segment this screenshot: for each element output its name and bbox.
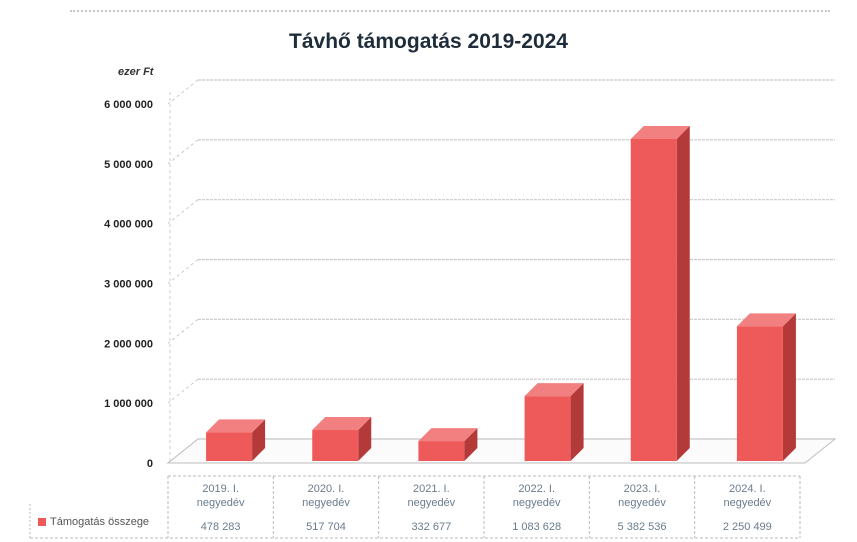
x-tick-label: negyedév	[197, 497, 245, 509]
bar-side	[782, 313, 796, 461]
side-gridline	[167, 318, 199, 344]
data-label: 2 250 499	[723, 521, 772, 533]
bar	[418, 441, 465, 461]
x-tick-label: 2022. I.	[518, 483, 555, 495]
x-tick-label: 2024. I.	[729, 483, 766, 495]
y-tick-label: 1 000 000	[104, 398, 153, 410]
side-gridline	[167, 139, 199, 165]
bar-top	[206, 419, 266, 433]
x-tick-label: negyedév	[407, 497, 455, 509]
chart-title: Távhő támogatás 2019-2024	[289, 30, 568, 53]
y-tick-label: 3 000 000	[104, 279, 153, 291]
x-tick-label: 2023. I.	[624, 483, 661, 495]
legend-label: Támogatás összege	[50, 516, 150, 528]
bar-side	[358, 417, 372, 461]
floor	[166, 438, 837, 464]
x-tick-label: 2020. I.	[308, 483, 345, 495]
legend-swatch	[38, 518, 46, 526]
bar-top	[630, 125, 690, 139]
bar-side	[676, 125, 690, 461]
data-label: 478 283	[201, 521, 241, 533]
bar-top	[524, 383, 584, 397]
side-gridline	[167, 259, 199, 284]
x-tick-label: negyedév	[513, 497, 561, 509]
bar-side	[252, 419, 266, 461]
bar-top	[418, 428, 478, 442]
bar-top	[312, 417, 372, 431]
y-tick-label: 4 000 000	[104, 219, 153, 231]
x-tick-label: 2019. I.	[202, 483, 239, 495]
y-tick-label: 2 000 000	[104, 338, 153, 350]
y-tick-label: 0	[147, 458, 153, 470]
data-label: 5 382 536	[618, 521, 667, 533]
data-label: 517 704	[306, 521, 346, 533]
bar-side	[464, 428, 478, 461]
bar	[524, 396, 571, 461]
scan-noise	[70, 10, 830, 14]
side-gridline	[167, 199, 199, 225]
side-gridline	[167, 79, 199, 105]
x-tick-label: negyedév	[618, 497, 666, 509]
x-tick-label: negyedév	[302, 497, 350, 509]
y-axis-unit: ezer Ft	[118, 66, 154, 78]
bar	[630, 138, 677, 461]
bar-side	[570, 383, 584, 461]
side-gridline	[167, 378, 199, 404]
bar	[206, 432, 253, 461]
data-label: 332 677	[411, 521, 451, 533]
x-tick-label: 2021. I.	[413, 483, 450, 495]
bar-top	[736, 313, 796, 327]
y-tick-label: 6 000 000	[104, 99, 153, 111]
bar	[312, 430, 359, 461]
y-tick-label: 5 000 000	[104, 159, 153, 171]
x-tick-label: negyedév	[723, 497, 771, 509]
data-label: 1 083 628	[512, 521, 561, 533]
legend: Támogatás összege	[38, 516, 149, 528]
bar	[736, 326, 783, 461]
